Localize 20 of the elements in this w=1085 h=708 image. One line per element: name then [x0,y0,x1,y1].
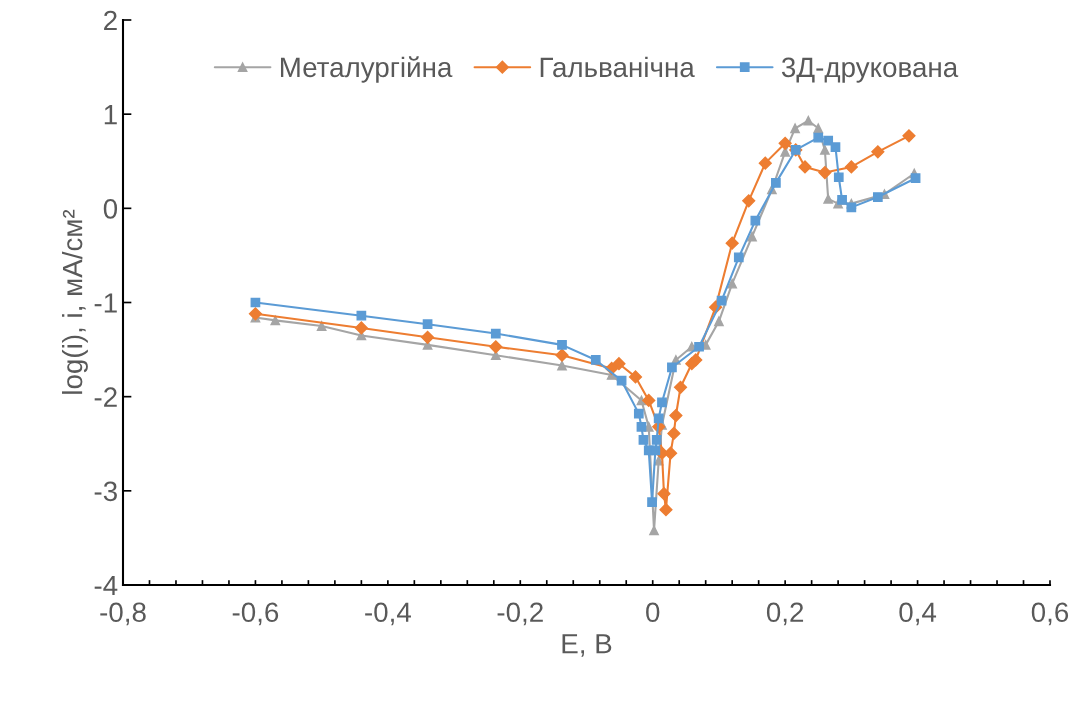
legend-label: Гальванічна [540,56,695,78]
y-tick-label: 2 [104,10,117,31]
x-tick-label: -0,8 [100,602,146,626]
x-tick-label: 0 [646,602,660,623]
x-tick-label: 0,6 [1031,602,1069,626]
x-tick-label: 0,4 [899,602,937,626]
x-tick-label: 0,2 [766,602,804,626]
y-tick-label: 0 [103,199,118,219]
y-tick-label: 1 [104,105,117,125]
x-tick-label: -0,4 [365,602,411,626]
x-tick-label: -0,6 [232,602,279,626]
x-tick-label: -0,2 [497,602,543,626]
legend-label: Металургійна [280,56,453,83]
y-tick-label: -3 [94,481,117,502]
y-axis-title: log(i), i, мА/см² [61,209,88,394]
legend-label: 3Д-друкована [781,57,959,83]
y-tick-label: -1 [94,293,117,313]
x-axis-title: E, B [562,634,612,657]
y-tick-label: -2 [94,387,117,407]
y-tick-label: -4 [94,575,118,596]
